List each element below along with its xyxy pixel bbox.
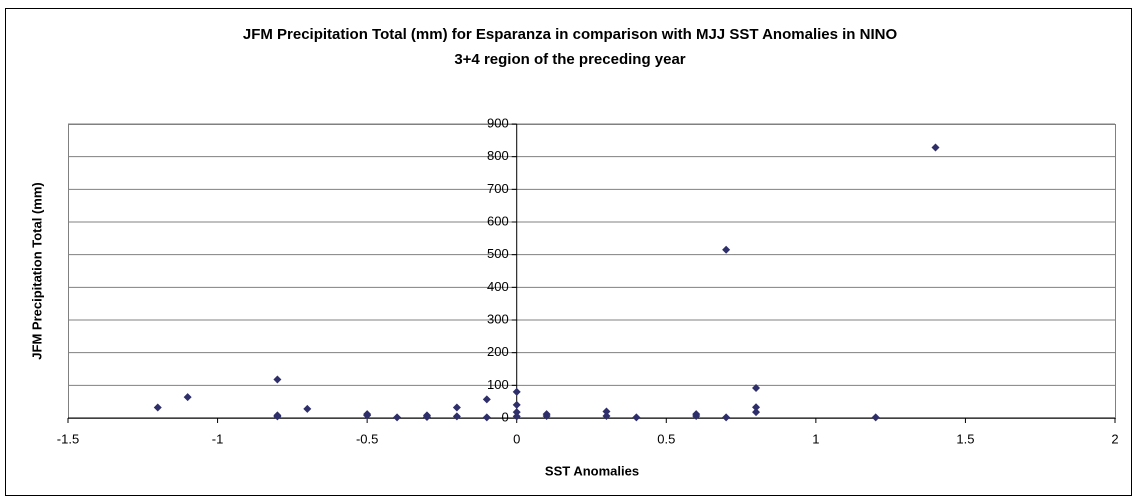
y-tick-label: 600	[487, 213, 509, 228]
y-tick-label: 500	[487, 246, 509, 261]
point	[363, 411, 372, 420]
point	[422, 413, 431, 422]
y-tick-label: 700	[487, 181, 509, 196]
chart-title: 3+4 region of the preceding year	[454, 51, 685, 68]
point	[931, 143, 940, 152]
point	[722, 413, 731, 422]
x-tick-label: 1	[812, 431, 819, 446]
x-tick-label: 2	[1111, 431, 1118, 446]
x-tick-label: -1.5	[57, 431, 79, 446]
chart-title: JFM Precipitation Total (mm) for Esparan…	[243, 26, 898, 43]
y-tick-label: 400	[487, 279, 509, 294]
point	[692, 412, 701, 421]
point	[393, 413, 402, 422]
point	[452, 412, 461, 421]
point	[452, 403, 461, 412]
point	[512, 387, 521, 396]
point	[482, 395, 491, 404]
point	[602, 412, 611, 421]
x-tick-label: 0	[513, 431, 520, 446]
y-tick-label: 900	[487, 115, 509, 130]
point	[752, 403, 761, 412]
point	[183, 393, 192, 402]
point	[273, 412, 282, 421]
y-tick-label: 0	[501, 409, 508, 424]
point	[871, 413, 880, 422]
point	[722, 245, 731, 254]
point	[303, 404, 312, 413]
point	[602, 407, 611, 416]
point	[542, 412, 551, 421]
point	[752, 408, 761, 417]
point	[752, 383, 761, 392]
point	[632, 413, 641, 422]
y-tick-label: 200	[487, 344, 509, 359]
point	[482, 413, 491, 422]
x-axis-label: SST Anomalies	[545, 463, 639, 478]
chart-frame	[5, 8, 1132, 496]
x-tick-label: 0.5	[657, 431, 675, 446]
x-tick-label: -0.5	[356, 431, 378, 446]
point	[153, 403, 162, 412]
x-tick-label: -1	[212, 431, 224, 446]
y-axis-label: JFM Precipitation Total (mm)	[29, 182, 44, 359]
point	[512, 412, 521, 421]
point	[512, 408, 521, 417]
point	[512, 400, 521, 409]
y-tick-label: 300	[487, 311, 509, 326]
point	[273, 375, 282, 384]
y-tick-label: 800	[487, 148, 509, 163]
x-tick-label: 1.5	[956, 431, 974, 446]
y-tick-label: 100	[487, 377, 509, 392]
